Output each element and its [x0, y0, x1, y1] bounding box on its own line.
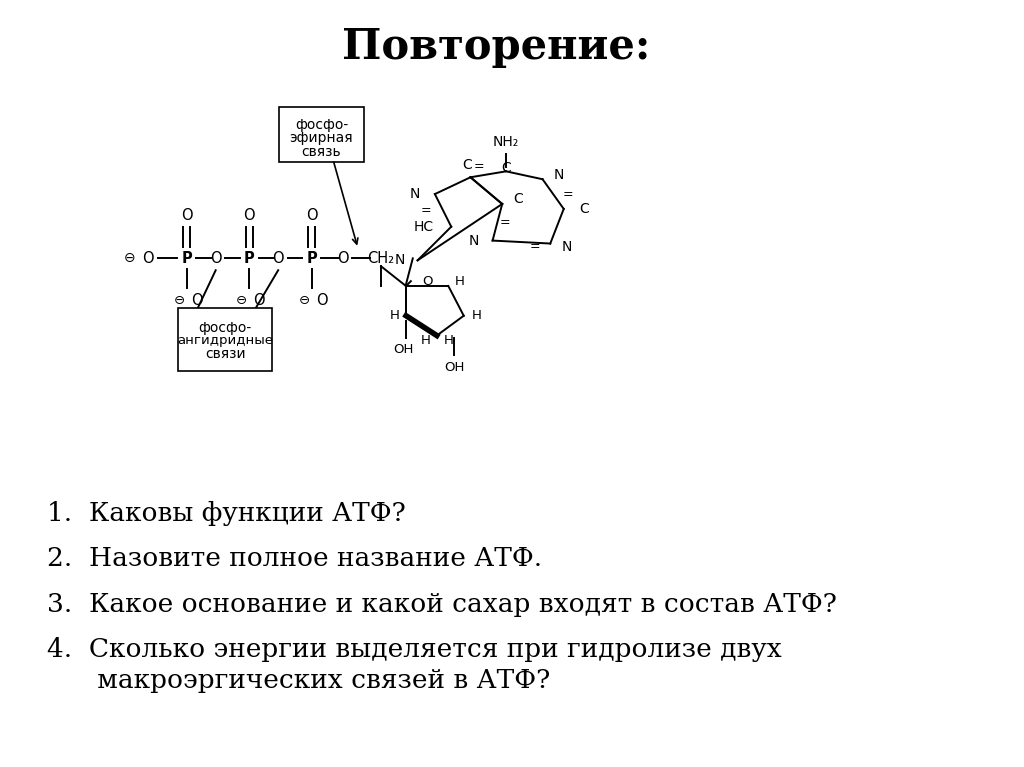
- Text: O: O: [315, 294, 328, 308]
- Text: фосфо-: фосфо-: [295, 118, 348, 132]
- FancyBboxPatch shape: [280, 107, 364, 163]
- Text: OH: OH: [444, 360, 464, 374]
- Text: CH₂: CH₂: [368, 251, 394, 266]
- Text: O: O: [190, 294, 203, 308]
- Text: P: P: [181, 251, 193, 266]
- Text: 2.  Назовите полное название АТФ.: 2. Назовите полное название АТФ.: [47, 546, 543, 571]
- Text: H: H: [420, 334, 430, 347]
- Text: связи: связи: [205, 347, 246, 361]
- Text: ангидридные: ангидридные: [177, 334, 273, 347]
- Text: 4.  Сколько энергии выделяется при гидролизе двух
      макроэргических связей в: 4. Сколько энергии выделяется при гидрол…: [47, 637, 782, 693]
- Text: H: H: [443, 334, 454, 347]
- Text: O: O: [253, 294, 265, 308]
- Text: 1.  Каковы функции АТФ?: 1. Каковы функции АТФ?: [47, 501, 407, 525]
- Text: фосфо-: фосфо-: [199, 321, 252, 334]
- Text: эфирная: эфирная: [290, 130, 353, 145]
- Text: C: C: [580, 202, 589, 216]
- Text: N: N: [410, 187, 421, 201]
- Text: Повторение:: Повторение:: [342, 26, 650, 68]
- Text: NH₂: NH₂: [493, 135, 519, 149]
- Text: ⊖: ⊖: [123, 252, 135, 265]
- Text: ⊖: ⊖: [174, 295, 184, 308]
- Text: O: O: [422, 275, 432, 288]
- Text: =: =: [473, 160, 484, 173]
- Text: ⊖: ⊖: [237, 295, 247, 308]
- Text: H: H: [455, 275, 465, 288]
- Text: 3.  Какое основание и какой сахар входят в состав АТФ?: 3. Какое основание и какой сахар входят …: [47, 591, 838, 617]
- Text: HC: HC: [414, 219, 434, 234]
- Text: N: N: [394, 253, 406, 268]
- Text: O: O: [181, 209, 193, 223]
- Text: ⊖: ⊖: [299, 295, 309, 308]
- Text: =: =: [529, 241, 541, 254]
- Text: O: O: [142, 251, 155, 266]
- Text: =: =: [500, 216, 510, 229]
- Text: P: P: [244, 251, 255, 266]
- Text: O: O: [210, 251, 221, 266]
- Text: =: =: [421, 204, 431, 217]
- Text: C: C: [501, 161, 511, 176]
- Text: N: N: [554, 168, 564, 183]
- Text: O: O: [244, 209, 255, 223]
- Text: связь: связь: [302, 144, 341, 159]
- Text: N: N: [469, 234, 479, 248]
- Text: O: O: [306, 209, 317, 223]
- Text: C: C: [514, 192, 523, 206]
- FancyBboxPatch shape: [178, 308, 272, 371]
- Text: H: H: [389, 309, 399, 322]
- Text: N: N: [562, 241, 572, 255]
- Text: P: P: [306, 251, 317, 266]
- Text: =: =: [562, 188, 572, 201]
- Text: OH: OH: [393, 343, 414, 356]
- Text: O: O: [337, 251, 348, 266]
- Text: C: C: [463, 159, 472, 173]
- Text: H: H: [471, 309, 481, 322]
- Text: O: O: [272, 251, 284, 266]
